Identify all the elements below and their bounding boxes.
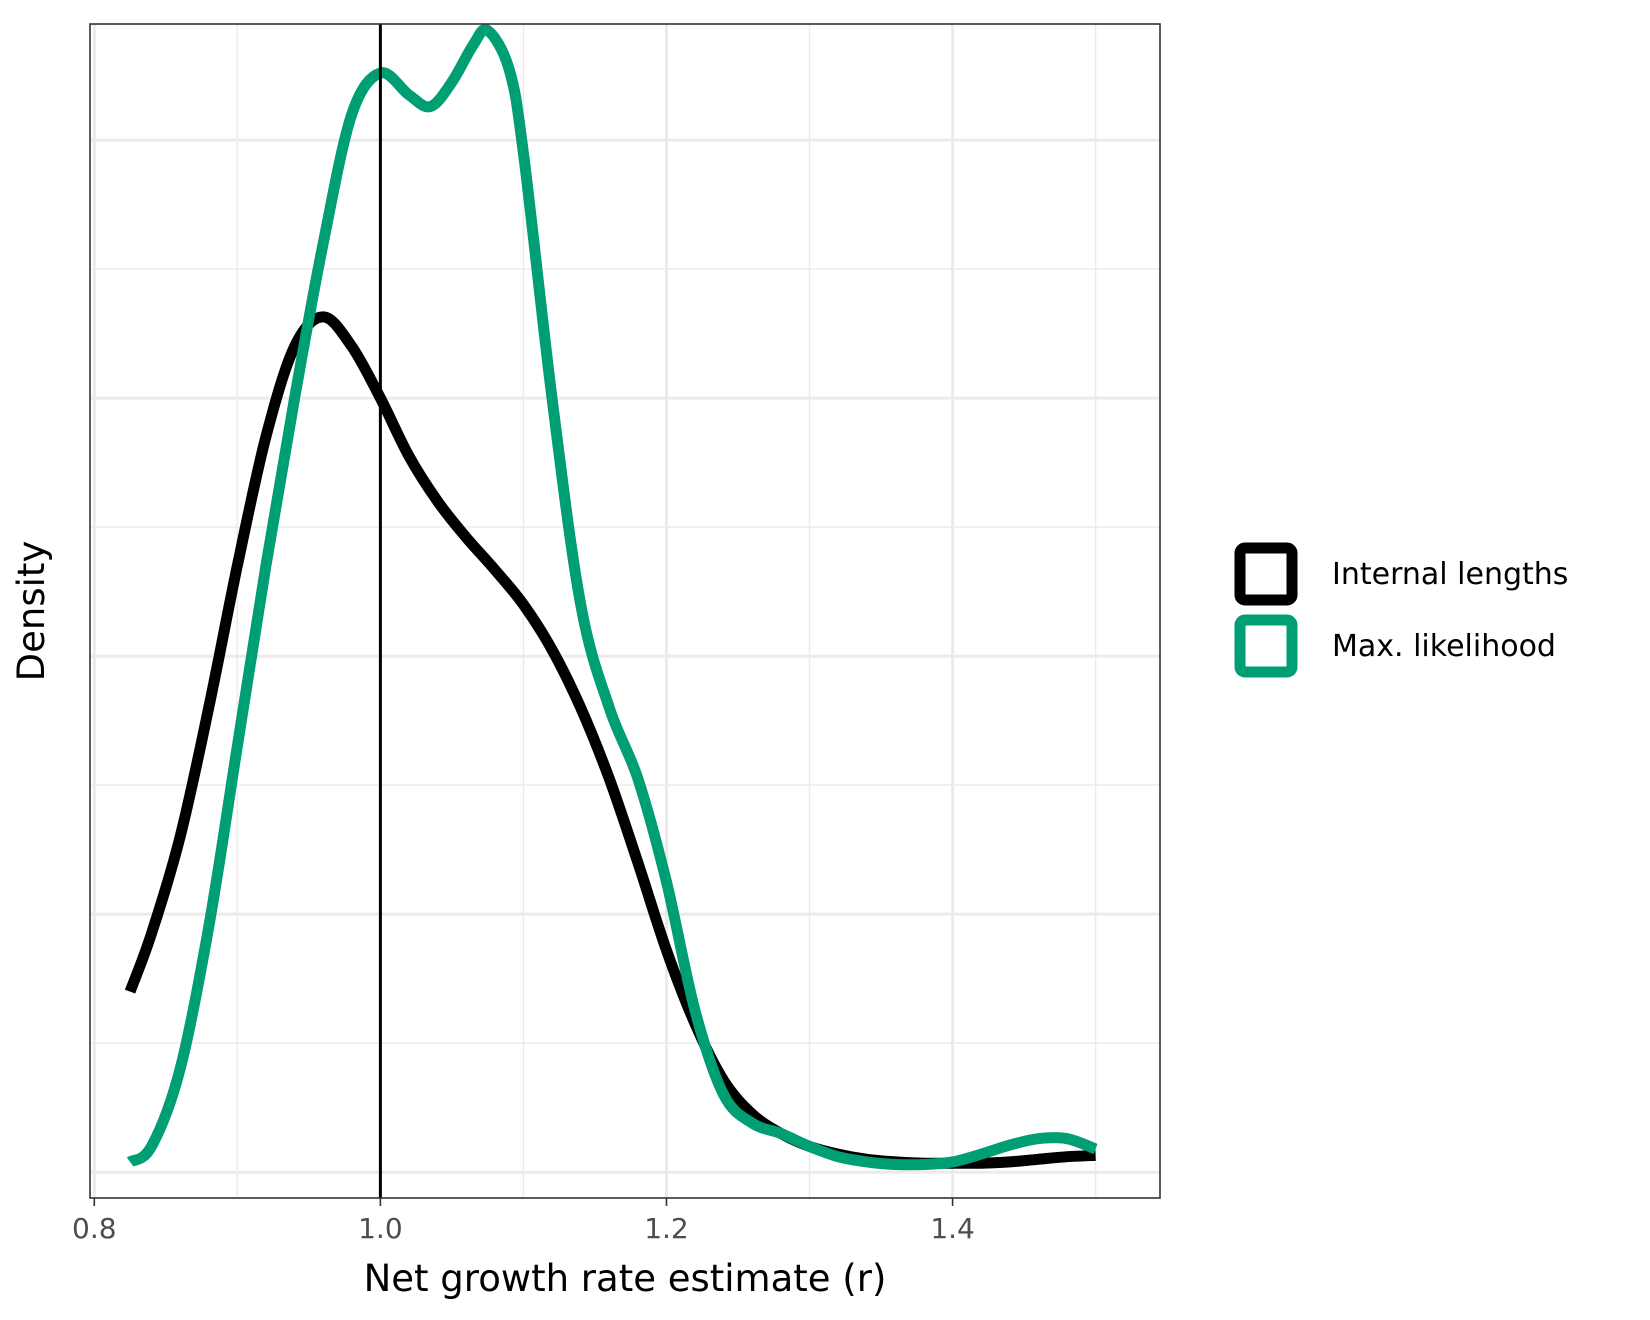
panel-border (89, 23, 1161, 1199)
legend-label: Internal lengths (1332, 557, 1568, 592)
x-tick-label: 1.2 (644, 1212, 689, 1245)
legend-label: Max. likelihood (1332, 629, 1556, 664)
legend-key (1234, 542, 1298, 606)
x-tick-label: 1.0 (358, 1212, 403, 1245)
legend-key (1234, 614, 1298, 678)
x-axis: 0.8 1.0 1.2 1.4 (72, 1198, 975, 1245)
legend: Internal lengths Max. likelihood (1234, 542, 1568, 678)
x-tick-label: 0.8 (72, 1212, 117, 1245)
x-axis-title: Net growth rate estimate (r) (364, 1257, 887, 1300)
series-lines (124, 24, 1098, 1171)
x-tick-label: 1.4 (930, 1212, 975, 1245)
y-axis-title: Density (10, 541, 53, 682)
series-line-max-likelihood (126, 24, 1098, 1171)
